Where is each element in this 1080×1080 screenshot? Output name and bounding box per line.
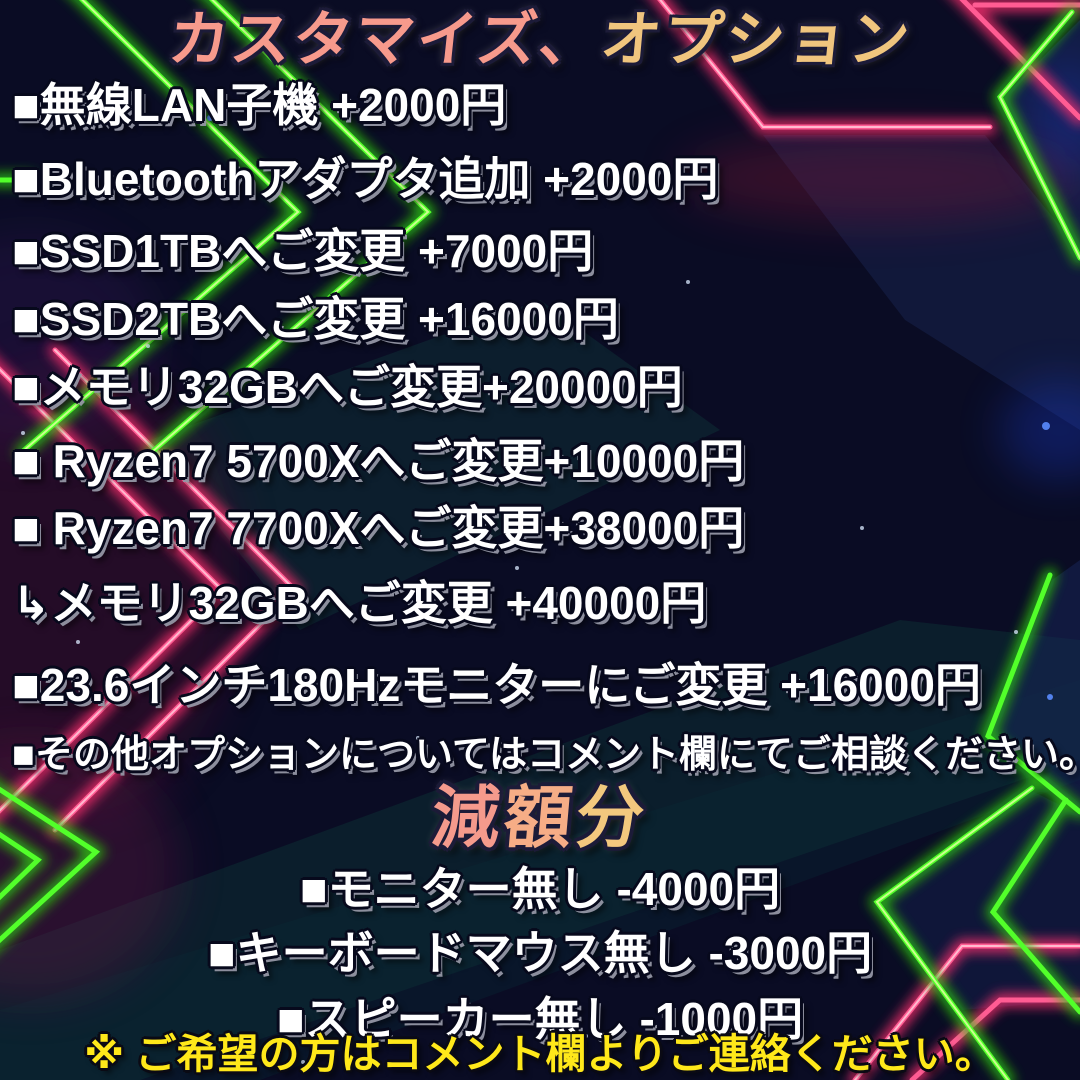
footer-note: ※ ご希望の方はコメント欄よりご連絡ください。 — [84, 1031, 996, 1077]
option-line: ■その他オプションについてはコメント欄にてご相談ください。 — [12, 734, 1080, 776]
option-line: ■SSD1TBへご変更 +7000円 — [12, 225, 594, 277]
option-line: ■Bluetoothアダプタ追加 +2000円 — [12, 153, 719, 205]
page-title: カスタマイズ、オプション — [0, 6, 1080, 73]
option-line: ↳メモリ32GBへご変更 +40000円 — [12, 577, 707, 629]
discount-heading: 減額分 — [0, 780, 1080, 856]
discount-heading-char: 額 — [500, 780, 580, 856]
option-line: ■SSD2TBへご変更 +16000円 — [12, 293, 619, 345]
discount-heading-char: 分 — [572, 780, 652, 856]
discount-line: ■モニター無し -4000円 — [299, 863, 781, 915]
discount-line: ■スピーカー無し -1000円 — [276, 993, 804, 1045]
discount-heading-char: 減 — [428, 780, 508, 856]
title-part-gold: オプション — [597, 6, 915, 73]
discount-line: ■キーボードマウス無し -3000円 — [207, 927, 873, 979]
option-line: ■ Ryzen7 7700Xへご変更+38000円 — [12, 502, 745, 554]
option-line: ■23.6インチ180Hzモニターにご変更 +16000円 — [12, 659, 981, 711]
title-part-pink: カスタマイズ、 — [165, 6, 605, 73]
option-line: ■メモリ32GBへご変更+20000円 — [12, 361, 683, 413]
option-line: ■無線LAN子機 +2000円 — [12, 79, 507, 131]
option-line: ■ Ryzen7 5700Xへご変更+10000円 — [12, 435, 745, 487]
